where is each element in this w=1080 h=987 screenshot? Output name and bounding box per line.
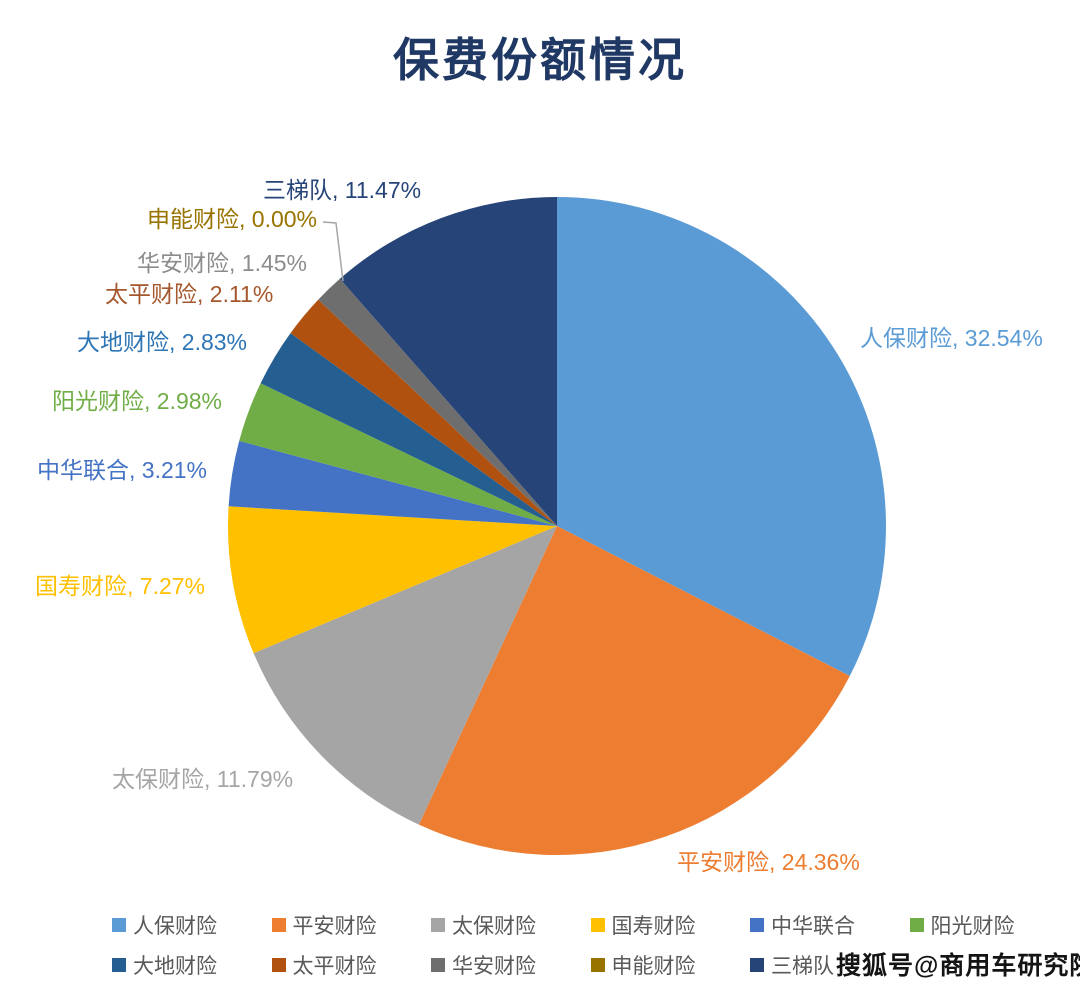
- pie-slice: [239, 383, 557, 526]
- legend-swatch: [431, 918, 445, 932]
- slice-label: 申能财险, 0.00%: [147, 206, 317, 232]
- legend-label: 太平财险: [292, 955, 377, 978]
- legend-item: 人保财险: [112, 911, 217, 939]
- slice-label: 中华联合, 3.21%: [37, 457, 207, 483]
- legend-label: 华安财险: [452, 955, 536, 978]
- legend-item: 阳光财险: [909, 911, 1015, 939]
- legend-label: 平安财险: [292, 915, 377, 938]
- legend-swatch: [590, 918, 605, 932]
- legend-label: 阳光财险: [930, 915, 1015, 938]
- slice-label: 太平财险, 2.11%: [105, 281, 274, 307]
- legend-swatch: [112, 958, 126, 972]
- chart-title: 保费份额情况: [393, 34, 687, 86]
- legend-label: 中华联合: [771, 915, 855, 938]
- legend-item: 大地财险: [112, 951, 217, 979]
- legend-item: 平安财险: [271, 911, 377, 939]
- slice-label: 人保财险, 32.54%: [860, 325, 1043, 351]
- pie-slice: [228, 440, 557, 526]
- legend-label: 三梯队: [771, 955, 834, 978]
- legend-swatch: [909, 918, 924, 932]
- slice-label: 三梯队, 11.47%: [263, 177, 422, 203]
- legend-label: 国寿财险: [611, 915, 696, 938]
- legend-swatch: [750, 958, 764, 972]
- pie-slice: [290, 299, 557, 526]
- slice-label: 大地财险, 2.83%: [77, 329, 247, 355]
- label-leader-line: [322, 221, 344, 282]
- legend-swatch: [431, 958, 445, 972]
- legend-swatch: [271, 958, 286, 972]
- watermark: 搜狐号@商用车研究院: [836, 952, 1080, 980]
- legend-label: 人保财险: [133, 915, 217, 938]
- slice-label: 国寿财险, 7.27%: [35, 573, 205, 599]
- legend-label: 大地财险: [133, 955, 217, 978]
- slice-label: 太保财险, 11.79%: [112, 766, 294, 792]
- legend-swatch: [590, 958, 605, 972]
- pie-slice: [557, 197, 886, 676]
- legend-item: 国寿财险: [590, 911, 696, 939]
- legend-swatch: [750, 918, 764, 932]
- pie-slice: [418, 526, 850, 855]
- pie-slice: [339, 197, 557, 526]
- legend-item: 三梯队: [750, 951, 834, 979]
- slice-label: 华安财险, 1.45%: [137, 250, 307, 276]
- pie-slice: [318, 278, 557, 526]
- legend-item: 申能财险: [590, 951, 696, 979]
- legend-swatch: [271, 918, 286, 932]
- slice-label: 平安财险, 24.36%: [677, 849, 860, 875]
- legend-label: 申能财险: [611, 955, 696, 978]
- legend-item: 太平财险: [271, 951, 377, 979]
- legend-item: 中华联合: [750, 911, 855, 939]
- legend-label: 太保财险: [452, 915, 536, 938]
- legend-swatch: [112, 918, 126, 932]
- pie-slice: [228, 506, 558, 654]
- legend-item: 太保财险: [431, 911, 536, 939]
- pie-slice: [260, 333, 557, 526]
- slice-label: 阳光财险, 2.98%: [52, 388, 222, 414]
- pie-slice: [253, 526, 557, 825]
- legend-item: 华安财险: [431, 951, 536, 979]
